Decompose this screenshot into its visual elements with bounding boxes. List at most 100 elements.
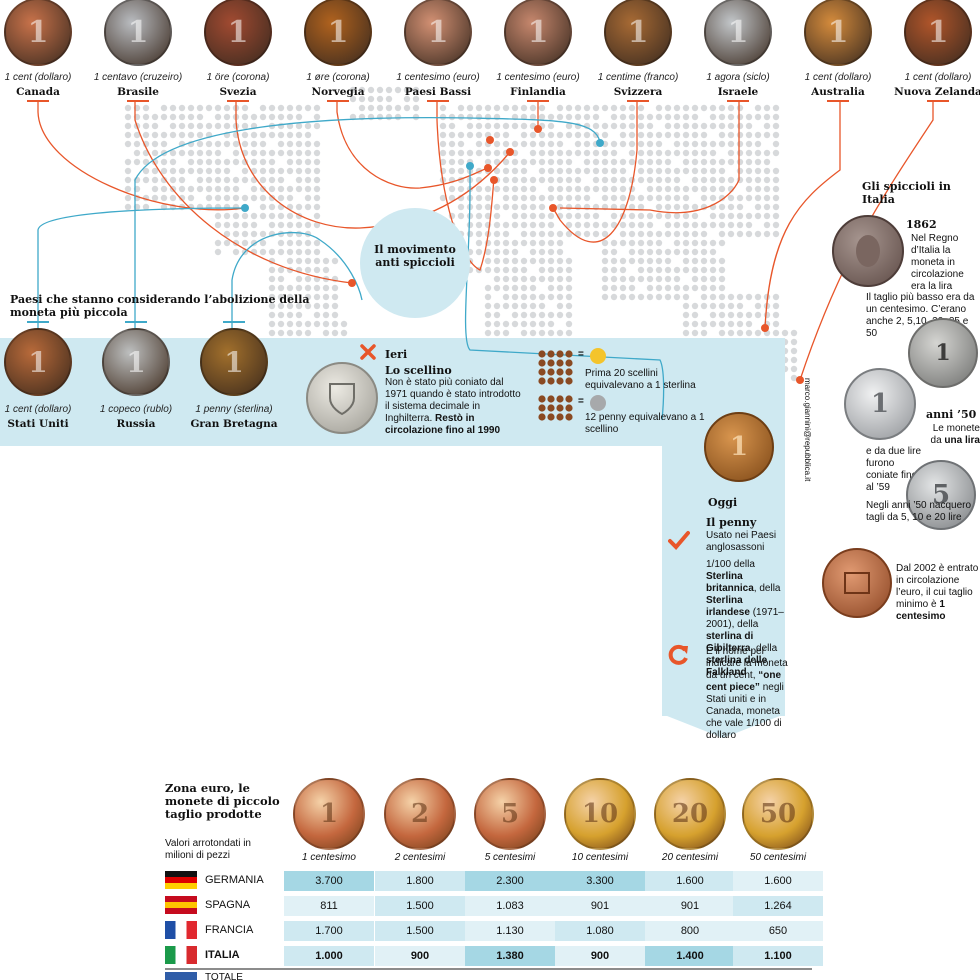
italia-50-b: da (930, 435, 942, 446)
table-total-rule (165, 968, 812, 970)
considering-tick (223, 321, 245, 323)
top-coin-label: 1 centesimo (euro) Finlandia (488, 72, 588, 98)
table-cell: 1.080 (555, 921, 645, 941)
italia-2002-b: 1 centesimo (896, 599, 946, 622)
table-cell: 1.500 (375, 896, 465, 916)
top-coin-tick (527, 100, 549, 102)
top-coin-face: 1 (806, 0, 870, 64)
top-coin-face: 1 (906, 0, 970, 64)
table-cell: 1.700 (284, 921, 374, 941)
eu-flag-icon (165, 972, 197, 980)
table-cell: 901 (645, 896, 735, 916)
euro-coin-mark: 50 (759, 799, 797, 829)
top-coin-mark: 1 (527, 14, 549, 50)
top-coin-face: 1 (6, 0, 70, 64)
top-coin-tick (627, 100, 649, 102)
oggi-title: Oggi (708, 496, 738, 509)
considering-country: Russia (116, 418, 156, 430)
top-coin-9: 1 (904, 0, 972, 66)
euro-coin-face: 10 (566, 780, 634, 848)
top-coin-country: Finlandia (510, 86, 566, 98)
top-coin-6: 1 (604, 0, 672, 66)
legend-sign-b: = (578, 396, 584, 407)
ieri-text-a: Non è stato più coniato dal 1971 quando … (385, 377, 521, 424)
lira-1950-coin: 1 (844, 368, 916, 440)
italia-50-a: Le monete (932, 423, 980, 434)
top-coin-label: 1 agora (siclo) Israele (688, 72, 788, 98)
table-cell: 1.380 (465, 946, 555, 966)
considering-heading: Paesi che stanno considerando l’abolizio… (10, 293, 310, 319)
sterling-dot (590, 348, 606, 364)
ieri-subtitle: Lo scellino (385, 364, 452, 377)
oggi-p2-d: Sterlina irlandese (706, 595, 750, 618)
oggi-p3-a: È il nome per indicare la moneta da un c… (706, 646, 788, 681)
flag-germania-icon (165, 871, 197, 889)
top-coin-denom: 1 cent (dollaro) (804, 72, 872, 83)
italia-2002-text: Dal 2002 è entrato in circolazione l’eur… (896, 563, 980, 623)
euro-coin-mark: 2 (410, 799, 430, 829)
shilling-dot (590, 395, 606, 411)
euro-cent-italy-coin (822, 548, 892, 618)
top-coin-country: Brasile (117, 86, 159, 98)
top-coin-7: 1 (704, 0, 772, 66)
row-country: SPAGNA (205, 899, 251, 911)
top-coin-tick (327, 100, 349, 102)
considering-country: Stati Uniti (7, 418, 69, 430)
euro-coin-label: 5 centesimi (484, 852, 536, 863)
top-coin-denom: 1 centesimo (euro) (396, 72, 480, 83)
top-coin-tick (227, 100, 249, 102)
table-cell: 1.800 (375, 871, 465, 891)
considering-coin-face: 1 (6, 330, 70, 394)
oggi-text1: Usato nei Paesi anglosassoni (706, 530, 777, 553)
italia-negli-text: Negli anni ’50 nacquero tagli da 5, 10 e… (866, 500, 972, 523)
considering-country: Gran Bretagna (190, 418, 278, 430)
table-cell: 3.700 (284, 871, 374, 891)
top-coin-mark: 1 (127, 14, 149, 50)
top-coin-tick (727, 100, 749, 102)
table-cell: 1.100 (733, 946, 823, 966)
table-cell: 1.130 (465, 921, 555, 941)
penny-today-coin: 1 (704, 412, 774, 482)
flag-italia-icon (165, 946, 197, 964)
top-coin-label: 1 centesimo (euro) Paesi Bassi (388, 72, 488, 98)
italia-50-text: Le monete da una lira (864, 423, 980, 447)
penny-grid-a (538, 350, 573, 385)
table-cell: 811 (284, 896, 374, 916)
top-coin-tick (927, 100, 949, 102)
top-coin-label: 1 cent (dollaro) Canada (0, 72, 88, 98)
oggi-p2-e: (1971–2001), della (706, 607, 784, 630)
italia-50-d: e da due lire furono coniate fino al ’59 (866, 446, 922, 493)
top-coin-label: 1 öre (corona) Svezia (188, 72, 288, 98)
movement-label: Il movimento anti spiccioli (374, 243, 456, 269)
top-coin-denom: 1 centesimo (euro) (496, 72, 580, 83)
top-coin-denom: 1 øre (corona) (306, 72, 370, 83)
top-coin-label: 1 centavo (cruzeiro) Brasile (88, 72, 188, 98)
considering-coin-0: 1 (4, 328, 72, 396)
top-coin-tick (427, 100, 449, 102)
table-cell: 900 (555, 946, 645, 966)
euro-coin-mark: 20 (671, 799, 709, 829)
top-coin-mark: 1 (327, 14, 349, 50)
table-cell: 900 (375, 946, 465, 966)
euro-coin-face: 2 (386, 780, 454, 848)
top-coin-3: 1 (304, 0, 372, 66)
table-cell: 901 (555, 896, 645, 916)
euro-coin-face: 5 (476, 780, 544, 848)
italia-2002-a: Dal 2002 è entrato in circolazione l’eur… (896, 563, 979, 610)
legend-sign-a: = (578, 349, 584, 360)
considering-label: 1 cent (dollaro) Stati Uniti (0, 404, 88, 430)
euro-coin-label: 1 centesimo (302, 852, 356, 863)
top-coin-4: 1 (404, 0, 472, 66)
table-cell: 3.300 (555, 871, 645, 891)
considering-coin-mark: 1 (224, 345, 244, 379)
considering-tick (125, 321, 147, 323)
euro-table-title: Zona euro, le monete di piccolo taglio p… (165, 781, 280, 821)
timeline-arrow (662, 714, 785, 738)
table-cell: 1.600 (733, 871, 823, 891)
euro-coin-face: 1 (295, 780, 363, 848)
considering-denom: 1 copeco (rublo) (99, 404, 173, 415)
top-coin-country: Israele (717, 86, 759, 98)
top-coin-face: 1 (206, 0, 270, 64)
euro-coin-4: 20 (654, 778, 726, 850)
considering-coin-mark: 1 (28, 345, 48, 379)
